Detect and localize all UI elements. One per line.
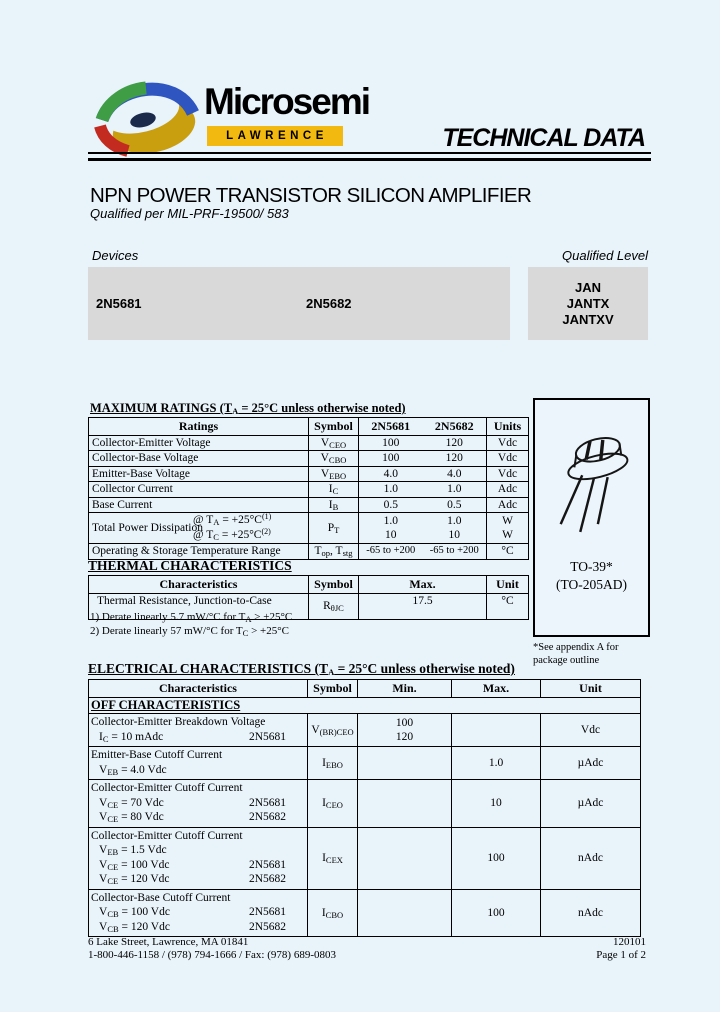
footer: 6 Lake Street, Lawrence, MA 01841 120101… (88, 936, 646, 962)
brand-name: Microsemi (204, 81, 371, 122)
max-ratings-heading: MAXIMUM RATINGS (TA = 25°C unless otherw… (90, 401, 406, 416)
doc-type-label: TECHNICAL DATA (442, 124, 646, 152)
package-note: *See appendix A for package outline (533, 642, 619, 666)
column-header: Ratings (88, 417, 309, 436)
section-row: OFF CHARACTERISTICS (88, 696, 641, 714)
header-divider (88, 152, 651, 161)
package-outline-box: TO-39* (TO-205AD) (533, 398, 650, 637)
table-row: Collector-Emitter Voltage VCEO 100 120 V… (88, 434, 529, 451)
column-header: Max. (358, 575, 487, 594)
note-line: 2) Derate linearly 57 mW/°C for TC > +25… (90, 625, 289, 638)
package-name: TO-39* (570, 559, 613, 574)
package-alt-name: (TO-205AD) (556, 577, 627, 592)
derating-notes: 1) Derate linearly 5.7 mW/°C for TA > +2… (90, 610, 292, 638)
table-row: Collector-Emitter Cutoff Current VCE = 7… (88, 779, 641, 828)
table-row: Collector-Emitter Cutoff Current VEB = 1… (88, 826, 641, 890)
electrical-table: Characteristics Symbol Min. Max. Unit OF… (88, 679, 641, 937)
column-header: 2N5682 (422, 417, 487, 436)
thermal-table: Characteristics Symbol Max. Unit Thermal… (88, 575, 529, 620)
table-row: Collector-Emitter Breakdown Voltage IC =… (88, 713, 641, 747)
table-row: Emitter-Base Cutoff Current VEB = 4.0 Vd… (88, 746, 641, 780)
power-dissipation-conditions: @ TA = +25°C(1) @ TC = +25°C(2) (193, 512, 272, 542)
thermal-heading: THERMAL CHARACTERISTICS (88, 558, 292, 573)
table-row: Total Power Dissipation @ TA = +25°C(1) … (88, 512, 529, 544)
qualified-level: JANTX (566, 295, 610, 311)
table-row: Base Current IB 0.5 0.5 Adc (88, 496, 529, 513)
table-row: Collector-Base Voltage VCBO 100 120 Vdc (88, 450, 529, 467)
table-row: Thermal Resistance, Junction-to-Case RθJ… (88, 592, 529, 620)
footer-phone: 1-800-446-1158 / (978) 794-1666 / Fax: (… (88, 949, 336, 961)
maximum-ratings-table: Ratings Symbol 2N5681 2N5682 Units Colle… (88, 417, 529, 560)
column-header: Characteristics (88, 575, 309, 594)
table-row: Collector Current IC 1.0 1.0 Adc (88, 481, 529, 498)
footer-address: 6 Lake Street, Lawrence, MA 01841 (88, 936, 249, 948)
column-header: 2N5681 (358, 417, 423, 436)
column-header: Min. (357, 679, 452, 698)
brand-banner: LAWRENCE (207, 126, 343, 146)
column-header: Symbol (308, 417, 359, 436)
table-row: Collector-Base Cutoff Current VCB = 100 … (88, 888, 641, 937)
table-header-row: Characteristics Symbol Min. Max. Unit (88, 679, 641, 698)
microsemi-logo-icon (88, 80, 206, 165)
section-title: OFF CHARACTERISTICS (91, 697, 241, 712)
column-header: Units (486, 417, 529, 436)
column-header: Max. (451, 679, 541, 698)
column-header: Symbol (307, 679, 358, 698)
table-row: Operating & Storage Temperature Range To… (88, 543, 529, 560)
devices-box: 2N5681 2N5682 (88, 267, 510, 340)
page-title: NPN POWER TRANSISTOR SILICON AMPLIFIER (90, 184, 532, 207)
footer-page-number: Page 1 of 2 (596, 949, 646, 961)
qualified-level-label: Qualified Level (562, 248, 648, 263)
devices-label: Devices (92, 248, 139, 263)
device-part-number: 2N5681 (96, 296, 142, 311)
page-subtitle: Qualified per MIL-PRF-19500/ 583 (90, 206, 289, 221)
qualified-level: JAN (574, 279, 601, 295)
column-header: Unit (540, 679, 641, 698)
brand-sub-label: LAWRENCE (226, 130, 328, 142)
footer-doc-number: 120101 (613, 936, 646, 948)
note-line: 1) Derate linearly 5.7 mW/°C for TA > +2… (90, 611, 293, 624)
column-header: Symbol (308, 575, 359, 594)
table-header-row: Ratings Symbol 2N5681 2N5682 Units (88, 417, 529, 436)
electrical-heading: ELECTRICAL CHARACTERISTICS (TA = 25°C un… (88, 661, 515, 677)
table-header-row: Characteristics Symbol Max. Unit (88, 575, 529, 594)
column-header: Unit (486, 575, 529, 594)
transistor-package-icon (559, 437, 628, 533)
table-row: Emitter-Base Voltage VEBO 4.0 4.0 Vdc (88, 465, 529, 482)
qualified-level: JANTXV (562, 311, 614, 327)
qualified-level-box: JAN JANTX JANTXV (528, 267, 648, 340)
column-header: Characteristics (88, 679, 308, 698)
device-part-number: 2N5682 (306, 296, 352, 311)
